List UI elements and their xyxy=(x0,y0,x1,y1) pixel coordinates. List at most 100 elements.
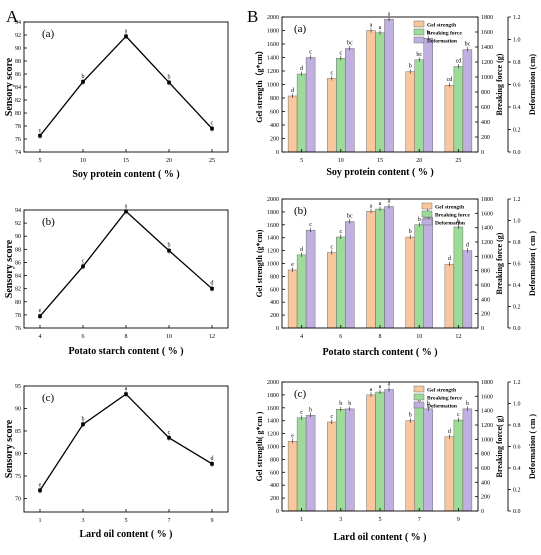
significance-letter: a xyxy=(370,23,373,29)
legend-label: Gel strength xyxy=(427,388,456,394)
bar xyxy=(336,409,346,512)
x-tick-label: 12 xyxy=(455,334,461,340)
x-tick-label: 7 xyxy=(168,518,171,524)
y-tick-label: 1600 xyxy=(267,223,279,229)
legend-swatch xyxy=(413,28,425,36)
legend-swatch xyxy=(413,401,425,409)
legend-label: Gel strength xyxy=(427,23,456,29)
y-tick-label: 92 xyxy=(15,221,21,227)
bar xyxy=(287,95,298,153)
legend-label: Breaking force xyxy=(427,31,462,37)
bar xyxy=(366,211,376,329)
x-tick-label: 10 xyxy=(338,158,344,164)
x-tick-label: 15 xyxy=(123,158,129,164)
bar xyxy=(366,394,376,512)
x-tick-label: 3 xyxy=(82,518,85,524)
x-tick-label: 12 xyxy=(209,334,215,340)
significance-letter: c xyxy=(211,121,214,127)
x-tick-label: 6 xyxy=(339,334,342,340)
y-tick-label: 86 xyxy=(15,260,21,266)
y-tick-label: 76 xyxy=(15,326,21,332)
significance-letter: c xyxy=(168,430,171,436)
legend-label: Deformation xyxy=(427,39,457,45)
bar xyxy=(414,59,424,153)
bar xyxy=(453,226,464,329)
y2-tick-label: 1800 xyxy=(481,380,493,386)
bar xyxy=(375,208,385,329)
significance-letter: d xyxy=(300,66,303,72)
bar xyxy=(305,57,316,153)
y-tick-label: 400 xyxy=(270,483,279,489)
y3-tick-label: 0.8 xyxy=(513,240,521,246)
y-tick-label: 76 xyxy=(15,137,21,143)
y3-tick-label: 0.0 xyxy=(513,326,521,332)
bar xyxy=(453,66,464,153)
y-tick-label: 88 xyxy=(15,247,21,253)
significance-letter: a xyxy=(379,201,382,207)
y-tick-label: 86 xyxy=(15,72,21,78)
y-tick-label: 600 xyxy=(270,470,279,476)
y-tick-label: 400 xyxy=(270,300,279,306)
y2-tick-label: 400 xyxy=(481,120,490,126)
panel-label: (a) xyxy=(294,23,307,35)
significance-letter: b xyxy=(168,74,171,80)
significance-letter: bc xyxy=(416,52,422,58)
legend-swatch xyxy=(421,218,433,226)
y2-tick-label: 400 xyxy=(481,480,490,486)
x-tick-label: 10 xyxy=(416,334,422,340)
x-axis-label: Lard oil content ( % ) xyxy=(333,532,426,543)
y-tick-label: 800 xyxy=(270,96,279,102)
y3-tick-label: 1.0 xyxy=(513,38,521,44)
y-tick-label: 90 xyxy=(15,46,21,52)
y2-tick-label: 0 xyxy=(481,509,484,515)
y3-axis-label: Deformation ( cm ) xyxy=(528,414,537,479)
y3-tick-label: 0.4 xyxy=(513,283,521,289)
bar xyxy=(423,38,433,153)
y-tick-label: 1800 xyxy=(267,29,279,35)
y-tick-label: 1000 xyxy=(267,262,279,268)
y-axis-label: Sensory score xyxy=(4,57,15,116)
bar xyxy=(345,408,355,512)
significance-letter: d xyxy=(448,429,451,435)
bar xyxy=(296,73,307,153)
y-tick-label: 85 xyxy=(15,429,21,435)
plot-frame xyxy=(23,385,229,513)
series-line xyxy=(39,210,213,317)
significance-letter: b xyxy=(418,217,421,223)
y2-axis-label: Breaking force( g) xyxy=(495,415,504,477)
panel-label: (b) xyxy=(294,205,307,217)
y-tick-label: 92 xyxy=(15,33,21,39)
y-tick-label: 1400 xyxy=(267,236,279,242)
y-tick-label: 800 xyxy=(270,457,279,463)
x-tick-label: 4 xyxy=(39,334,42,340)
bar xyxy=(375,391,385,512)
significance-letter: b xyxy=(427,401,430,407)
bar xyxy=(366,30,376,153)
y2-tick-label: 1800 xyxy=(481,15,493,21)
significance-letter: b xyxy=(409,229,412,235)
bar xyxy=(462,250,473,329)
significance-letter: cd xyxy=(456,59,462,65)
significance-letter: d xyxy=(211,456,214,462)
y-tick-label: 94 xyxy=(15,208,21,214)
x-tick-label: 3 xyxy=(339,517,342,523)
line-chart-1: 74 76 78 80 82 84 86 88 90 92 94 5 10 15 20 25 c b a b c (a) S… xyxy=(4,20,229,180)
x-tick-label: 1 xyxy=(300,517,303,523)
significance-letter: c xyxy=(339,50,342,56)
y-tick-label: 2000 xyxy=(267,15,279,21)
bar xyxy=(405,236,415,329)
y2-axis-label: Breaking force (g) xyxy=(495,53,504,115)
significance-letter: c xyxy=(39,128,42,134)
significance-letter: a xyxy=(379,25,382,31)
y2-tick-label: 200 xyxy=(481,135,490,141)
y-tick-label: 84 xyxy=(15,85,21,91)
significance-letter: c xyxy=(300,410,303,416)
bar xyxy=(287,441,298,512)
line-chart-3: 70 75 80 85 90 95 1 3 5 7 9 e b a c d (c) Lard oil conten… xyxy=(4,384,229,540)
bar xyxy=(345,48,355,153)
y-tick-label: 90 xyxy=(15,407,21,413)
legend-label: Gel strength xyxy=(435,205,464,211)
y2-tick-label: 600 xyxy=(481,283,490,289)
